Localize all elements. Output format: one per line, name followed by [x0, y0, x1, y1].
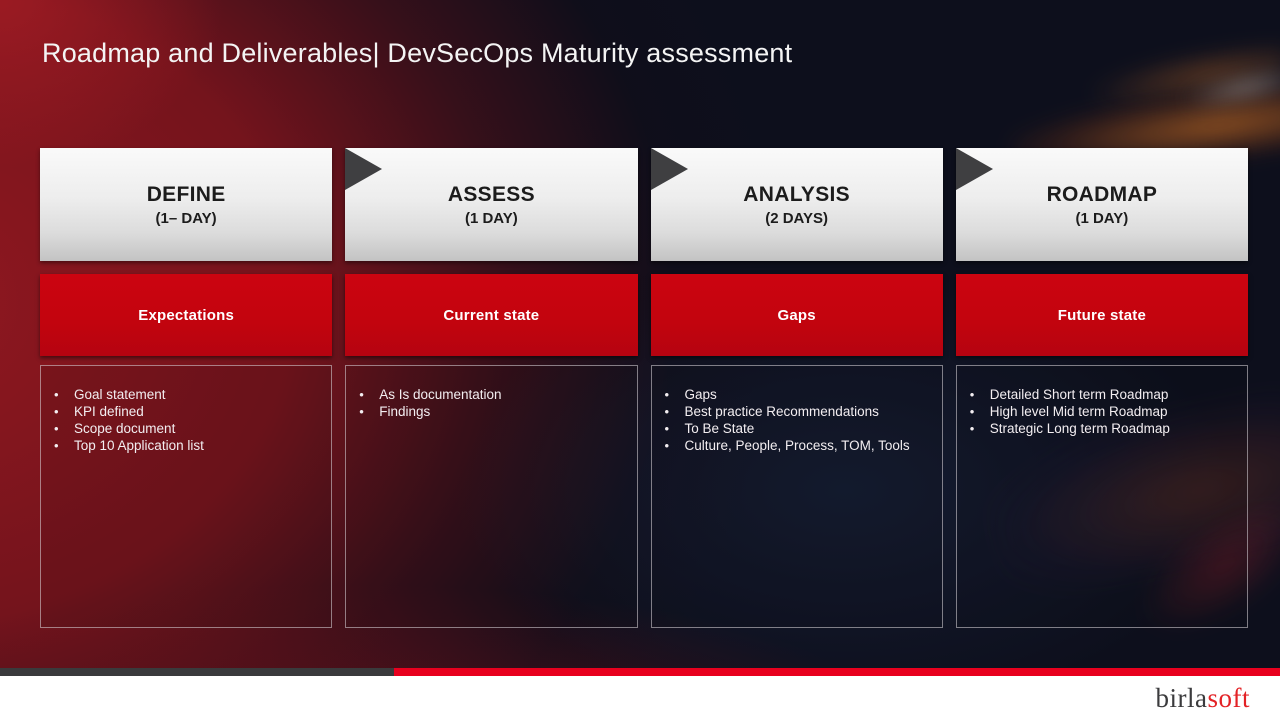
deliverable-banner: Expectations — [40, 274, 333, 356]
logo-text-soft: soft — [1207, 682, 1250, 713]
deliverable-banner: Current state — [345, 274, 638, 356]
stage-name: DEFINE — [146, 182, 226, 206]
logo-text-birla: birla — [1155, 682, 1208, 713]
list-item: Gaps — [652, 386, 934, 403]
list-item: Detailed Short term Roadmap — [957, 386, 1239, 403]
stage-header-roadmap: ROADMAP (1 DAY) — [955, 148, 1248, 261]
stage-column-roadmap: ROADMAP (1 DAY) Future state Detailed Sh… — [955, 148, 1248, 628]
deliverables-list-box: Goal statement KPI defined Scope documen… — [40, 365, 333, 628]
list-item: As Is documentation — [346, 386, 628, 403]
slide-title: Roadmap and Deliverables| DevSecOps Matu… — [42, 38, 793, 68]
list-item: To Be State — [652, 420, 934, 437]
stage-name: ANALYSIS — [743, 182, 850, 206]
deliverables-list: Gaps Best practice Recommendations To Be… — [652, 386, 934, 454]
list-item: Top 10 Application list — [41, 437, 323, 454]
birlasoft-logo: birlasoft — [1156, 683, 1250, 714]
banner-label: Future state — [1057, 306, 1146, 324]
list-item: Strategic Long term Roadmap — [957, 420, 1239, 437]
deliverables-list: Detailed Short term Roadmap High level M… — [957, 386, 1239, 437]
flow-arrow-icon — [650, 148, 688, 190]
footer-accent-bar-gray — [0, 668, 394, 676]
banner-label: Current state — [443, 306, 540, 324]
footer: birlasoft — [0, 676, 1280, 720]
stage-column-define: DEFINE (1– DAY) Expectations Goal statem… — [40, 148, 333, 628]
process-columns: DEFINE (1– DAY) Expectations Goal statem… — [40, 148, 1248, 628]
list-item: Findings — [346, 403, 628, 420]
stage-header-analysis: ANALYSIS (2 DAYS) — [650, 148, 943, 261]
background-white-streak — [1183, 66, 1280, 112]
stage-duration: (1– DAY) — [155, 209, 217, 227]
stage-duration: (1 DAY) — [1075, 209, 1129, 227]
background-orange-streak — [1087, 37, 1280, 117]
stage-header-define: DEFINE (1– DAY) — [40, 148, 333, 261]
stage-duration: (1 DAY) — [464, 209, 518, 227]
deliverables-list-box: As Is documentation Findings — [345, 365, 638, 628]
deliverable-banner: Future state — [955, 274, 1248, 356]
list-item: Scope document — [41, 420, 323, 437]
flow-arrow-icon — [955, 148, 993, 190]
deliverables-list: As Is documentation Findings — [346, 386, 628, 420]
footer-accent-bar-red — [394, 668, 1280, 676]
stage-column-analysis: ANALYSIS (2 DAYS) Gaps Gaps Best practic… — [650, 148, 943, 628]
flow-arrow-icon — [345, 148, 383, 190]
stage-name: ROADMAP — [1046, 182, 1158, 206]
list-item: High level Mid term Roadmap — [957, 403, 1239, 420]
banner-label: Expectations — [138, 306, 234, 324]
stage-duration: (2 DAYS) — [765, 209, 829, 227]
list-item: Culture, People, Process, TOM, Tools — [652, 437, 934, 454]
deliverables-list-box: Detailed Short term Roadmap High level M… — [955, 365, 1248, 628]
deliverable-banner: Gaps — [650, 274, 943, 356]
stage-header-assess: ASSESS (1 DAY) — [345, 148, 638, 261]
deliverables-list: Goal statement KPI defined Scope documen… — [41, 386, 323, 454]
list-item: KPI defined — [41, 403, 323, 420]
deliverables-list-box: Gaps Best practice Recommendations To Be… — [650, 365, 943, 628]
list-item: Goal statement — [41, 386, 323, 403]
stage-column-assess: ASSESS (1 DAY) Current state As Is docum… — [345, 148, 638, 628]
list-item: Best practice Recommendations — [652, 403, 934, 420]
banner-label: Gaps — [777, 306, 816, 324]
stage-name: ASSESS — [447, 182, 535, 206]
